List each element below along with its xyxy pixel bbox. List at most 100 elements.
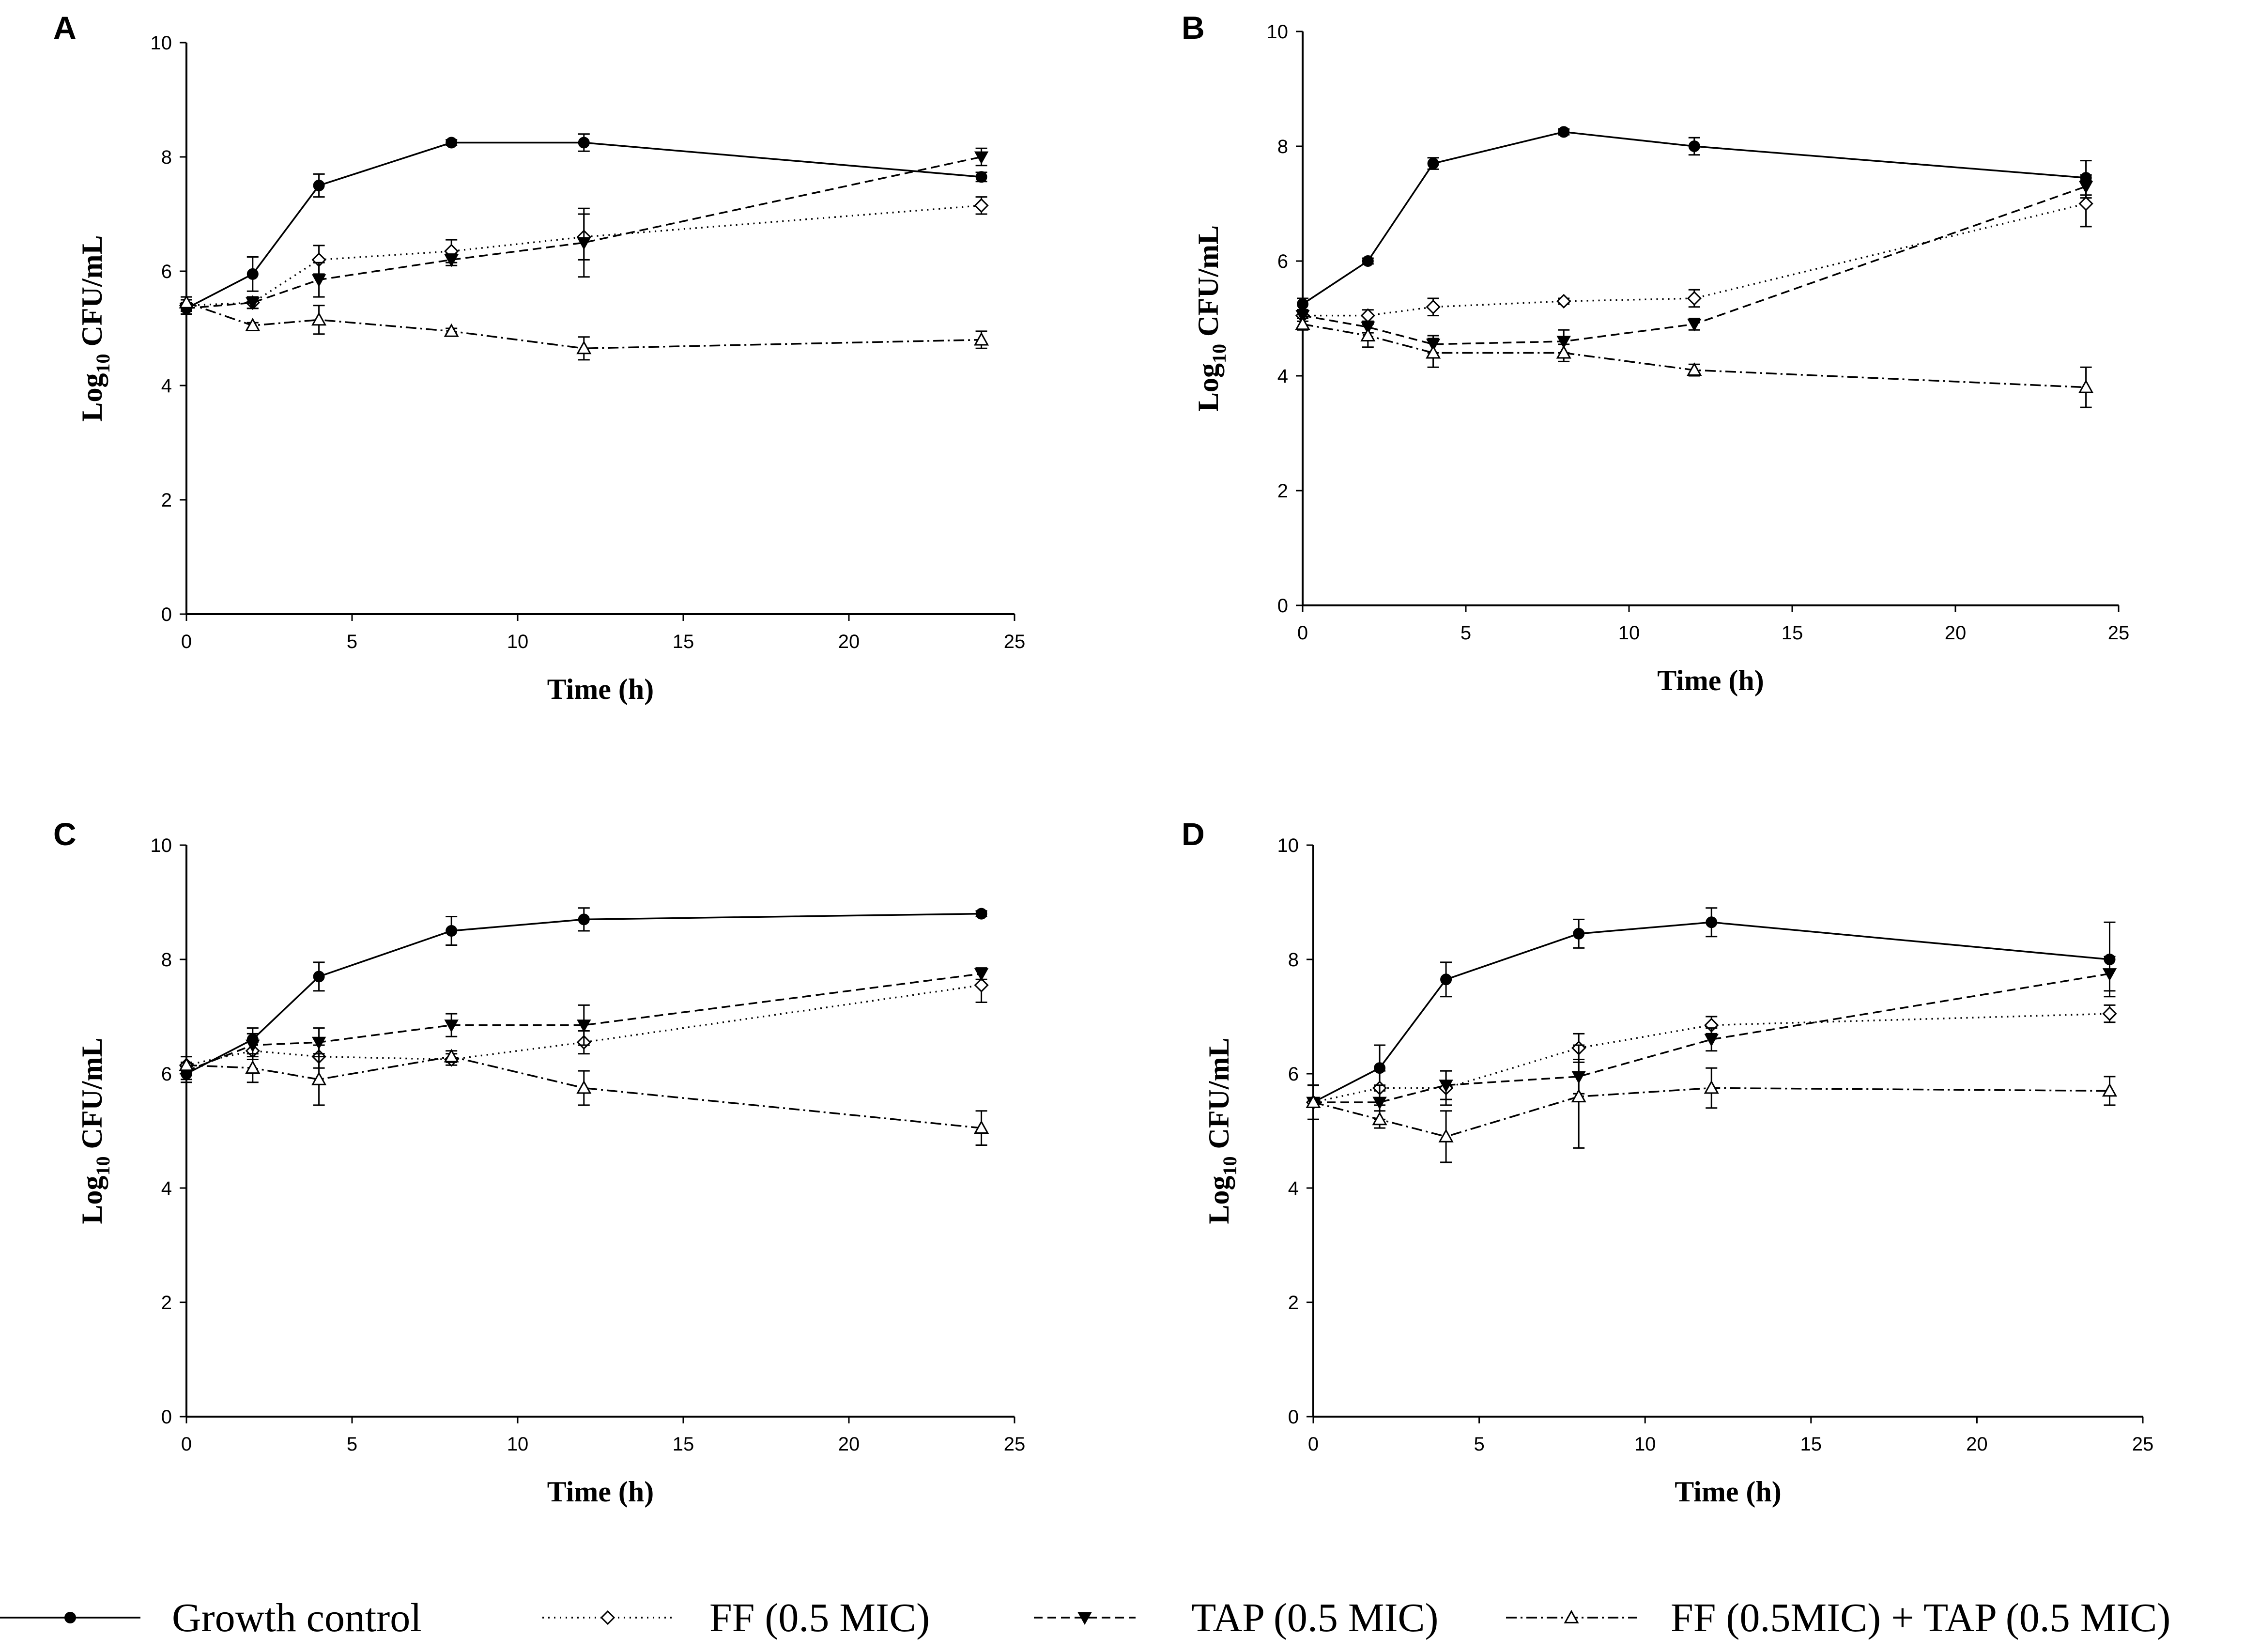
data-point (1362, 255, 1374, 267)
series-line (186, 141, 982, 309)
data-point (1440, 973, 1452, 986)
data-point (974, 977, 989, 993)
series-line (1313, 921, 2110, 1103)
series-growth-control (181, 907, 987, 1083)
legend-marker (1077, 1612, 1092, 1625)
y-tick-label: 8 (161, 949, 172, 971)
y-axis-title-subscript: 10 (92, 354, 114, 373)
data-point (576, 340, 592, 355)
data-point (2102, 1006, 2117, 1021)
series-ff-0-5mic-tap-0-5-mic (179, 294, 989, 361)
data-point (975, 171, 987, 183)
series-line (186, 1055, 982, 1129)
legend-item-ff-0-5-mic: FF (0.5 MIC) (542, 1595, 930, 1640)
data-point (311, 274, 326, 287)
x-tick-label: 0 (181, 631, 192, 652)
legend-marker (600, 1610, 615, 1625)
x-tick-label: 0 (1308, 1434, 1319, 1455)
data-point (179, 1057, 194, 1071)
x-tick-label: 10 (1618, 622, 1640, 644)
y-tick-label: 8 (161, 147, 172, 168)
x-tick-label: 0 (181, 1434, 192, 1455)
y-axis-title-rest: CFU/mL (76, 235, 108, 354)
x-tick-label: 25 (1004, 1434, 1026, 1455)
x-tick-label: 15 (1800, 1434, 1822, 1455)
data-point (1571, 1089, 1586, 1103)
series-line (186, 156, 982, 309)
series-ff-0-5mic-tap-0-5-mic (1306, 1044, 2118, 1163)
data-point (446, 925, 458, 937)
data-point (1704, 1034, 1719, 1047)
y-tick-label: 6 (1288, 1064, 1299, 1085)
y-tick-label: 4 (161, 375, 172, 397)
series-tap-0-5-mic (179, 967, 989, 1081)
x-tick-label: 15 (1782, 622, 1803, 644)
data-point (974, 151, 989, 165)
data-point (1556, 293, 1571, 309)
series-growth-control (181, 133, 987, 315)
series-line (1302, 323, 2086, 388)
y-tick-label: 0 (161, 604, 172, 625)
y-axis-title: Log10 CFU/mL (76, 235, 114, 421)
x-tick-label: 5 (1474, 1434, 1484, 1455)
data-point (1427, 157, 1439, 170)
data-point (313, 971, 325, 983)
x-tick-label: 10 (507, 631, 529, 652)
y-tick-label: 2 (161, 1292, 172, 1313)
x-tick-label: 5 (1461, 622, 1471, 644)
y-tick-label: 6 (161, 1064, 172, 1085)
legend-label: Growth control (172, 1595, 422, 1640)
data-point (311, 312, 327, 326)
y-tick-label: 2 (1288, 1292, 1299, 1313)
data-point (1426, 299, 1441, 314)
y-axis-title-subscript: 10 (1219, 1156, 1241, 1175)
data-point (578, 137, 590, 149)
y-tick-label: 10 (151, 835, 172, 856)
series-ff-0-5-mic (1295, 180, 2093, 323)
y-axis-title-rest: CFU/mL (1203, 1037, 1235, 1156)
data-point (1360, 327, 1376, 341)
series-line (1303, 202, 2087, 317)
x-tick-label: 15 (673, 1434, 694, 1455)
y-tick-label: 4 (161, 1178, 172, 1199)
x-tick-label: 25 (1004, 631, 1026, 652)
data-point (1360, 308, 1375, 323)
data-point (1438, 1128, 1454, 1143)
y-axis-title-rest: CFU/mL (76, 1037, 108, 1156)
x-tick-label: 20 (838, 1434, 860, 1455)
data-point (2078, 379, 2094, 393)
legend-marker (64, 1612, 76, 1623)
y-tick-label: 2 (1277, 480, 1288, 502)
y-tick-label: 4 (1277, 366, 1288, 387)
series-line (1313, 973, 2110, 1103)
data-point (577, 237, 591, 250)
data-point (444, 254, 459, 267)
x-axis-title: Time (h) (1675, 1476, 1782, 1508)
data-point (974, 198, 989, 213)
legend-item-tap-0-5-mic: TAP (0.5 MIC) (1034, 1595, 1438, 1640)
x-axis-title: Time (h) (1657, 664, 1764, 696)
y-tick-label: 8 (1277, 136, 1288, 157)
data-point (311, 1036, 326, 1050)
series-line (1313, 1087, 2110, 1138)
series-line (1302, 185, 2087, 345)
x-tick-label: 10 (1634, 1434, 1656, 1455)
y-tick-label: 4 (1288, 1178, 1299, 1199)
data-point (245, 318, 261, 331)
legend-item-ff-0-5mic-tap-0-5-mic: FF (0.5MIC) + TAP (0.5 MIC) (1506, 1595, 2170, 1640)
data-point (1687, 291, 1702, 306)
data-point (1426, 345, 1441, 359)
panel-letter: A (53, 10, 77, 46)
data-point (1704, 1080, 1719, 1094)
y-axis-title-subscript: 10 (1208, 344, 1230, 363)
series-tap-0-5-mic (1295, 174, 2093, 354)
data-point (444, 1049, 459, 1063)
data-point (1706, 916, 1718, 928)
x-tick-label: 25 (2132, 1434, 2154, 1455)
series-line (186, 204, 982, 307)
x-tick-label: 10 (507, 1434, 529, 1455)
data-point (1573, 927, 1585, 940)
